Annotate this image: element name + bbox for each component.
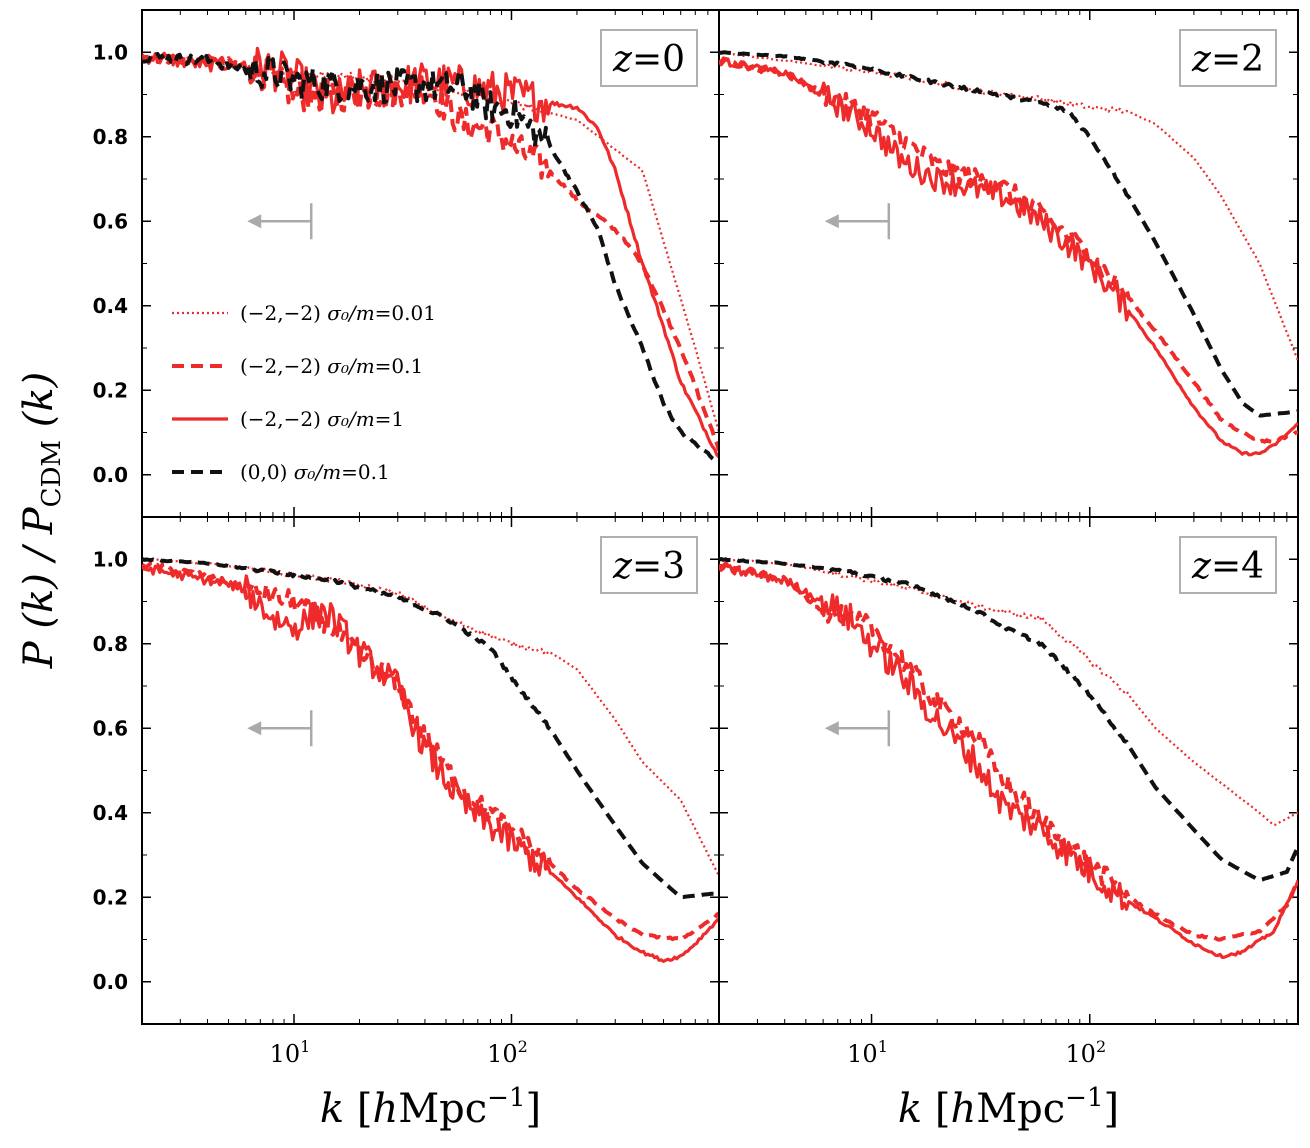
resolution-limit-arrow [824, 203, 891, 240]
legend-entry: (−2,−2) σ₀/m=0.1 [172, 354, 423, 378]
y-tick-label: 0.4 [93, 294, 128, 318]
legend-entry: (0,0) σ₀/m=0.1 [172, 460, 390, 484]
series-line-3 [142, 51, 719, 464]
redshift-label-text: z=2 [1191, 39, 1264, 80]
series-line-2 [719, 563, 1298, 960]
x-tick-label: 102 [1065, 1037, 1106, 1068]
y-tick-label: 0.0 [93, 970, 128, 994]
series-line-2 [719, 57, 1298, 457]
x-tick-label: 102 [487, 1037, 528, 1068]
panel-z2: z=2 [718, 9, 1299, 518]
series-line-2 [142, 46, 719, 459]
legend: (−2,−2) σ₀/m=0.01 (−2,−2) σ₀/m=0.1 (−2,−2)… [172, 301, 436, 484]
x-tick-label: 101 [847, 1037, 888, 1068]
legend-label: (−2,−2) σ₀/m=0.01 [240, 301, 436, 325]
resolution-limit-arrow [247, 710, 313, 747]
series-line-2 [142, 564, 719, 964]
redshift-label-text: z=0 [612, 39, 685, 80]
y-tick-label: 0.6 [93, 209, 128, 233]
legend-label: (−2,−2) σ₀/m=0.1 [240, 354, 423, 378]
panel-z0: 0.00.20.40.60.81.0 z=0(−2,−2) σ₀/m=0.01(−… [93, 9, 720, 518]
redshift-label-text: z=4 [1191, 546, 1264, 587]
y-tick-label: 1.0 [93, 547, 128, 571]
series-line-1 [719, 561, 1298, 942]
series-line-3 [719, 50, 1298, 418]
panel-z3: 0.0 0.2 0.4 0.6 0.8 1.0 z=3 [93, 516, 720, 1025]
series-line-1 [142, 51, 719, 452]
y-tick-label: 0.2 [93, 378, 128, 402]
redshift-label: z=2 [1179, 29, 1277, 87]
redshift-label: z=3 [600, 536, 698, 594]
resolution-limit-arrow [247, 203, 313, 240]
y-tick-label: 0.2 [93, 885, 128, 909]
series-line-0 [142, 54, 719, 433]
series-line-1 [142, 560, 719, 942]
redshift-label-text: z=3 [612, 546, 685, 587]
y-tick-label: 0.8 [93, 632, 128, 656]
legend-label: (−2,−2) σ₀/m=1 [240, 407, 404, 431]
redshift-label: z=4 [1179, 536, 1277, 594]
redshift-label: z=0 [600, 29, 698, 87]
resolution-limit-arrow [824, 710, 891, 747]
y-tick-label: 0.0 [93, 463, 128, 487]
y-axis-label: P (k) / PCDM (k) [16, 372, 67, 669]
legend-entry: (−2,−2) σ₀/m=1 [172, 407, 404, 431]
y-tick-label: 0.4 [93, 801, 128, 825]
y-tick-label: 0.6 [93, 716, 128, 740]
series-line-3 [142, 557, 719, 899]
x-tick-label: 101 [270, 1037, 311, 1068]
series-line-3 [719, 557, 1298, 883]
legend-entry: (−2,−2) σ₀/m=0.01 [172, 301, 436, 325]
x-axis-label: k [hMpc−1] [320, 1083, 541, 1132]
x-axis-label: k [hMpc−1] [898, 1083, 1119, 1132]
y-tick-label: 1.0 [93, 40, 128, 64]
series-line-0 [142, 557, 719, 877]
legend-label: (0,0) σ₀/m=0.1 [240, 460, 390, 484]
y-tick-label: 0.8 [93, 125, 128, 149]
series-line-1 [719, 56, 1298, 444]
panel-z4: z=4 [718, 516, 1299, 1025]
